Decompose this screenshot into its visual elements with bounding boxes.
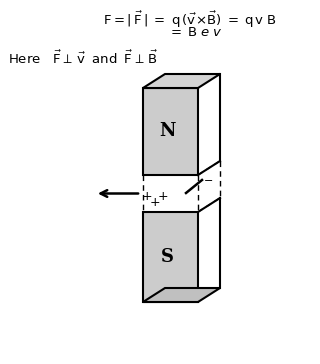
Text: +: + [142,190,152,203]
Text: $\mathrm{=\; B\; \mathit{e}\; \mathit{v}}$: $\mathrm{=\; B\; \mathit{e}\; \mathit{v}… [168,26,222,39]
Polygon shape [143,212,198,302]
Text: +: + [158,190,168,203]
Polygon shape [143,288,220,302]
Text: $\mathrm{Here\quad \vec{F}\perp\,\vec{v}\;\;and\;\;\vec{F}\perp\,\vec{B}}$: $\mathrm{Here\quad \vec{F}\perp\,\vec{v}… [8,50,158,67]
Text: $-$: $-$ [203,174,213,184]
Text: $\mathrm{F = |\,\vec{F}\,|\; =\; q\,(\vec{v}\!\times\!\vec{B})\; =\; q\,v\;B}$: $\mathrm{F = |\,\vec{F}\,|\; =\; q\,(\ve… [103,10,277,30]
Text: S: S [161,248,174,266]
Text: +: + [150,197,160,210]
Text: N: N [159,123,176,141]
Polygon shape [143,74,220,88]
Polygon shape [143,88,198,175]
